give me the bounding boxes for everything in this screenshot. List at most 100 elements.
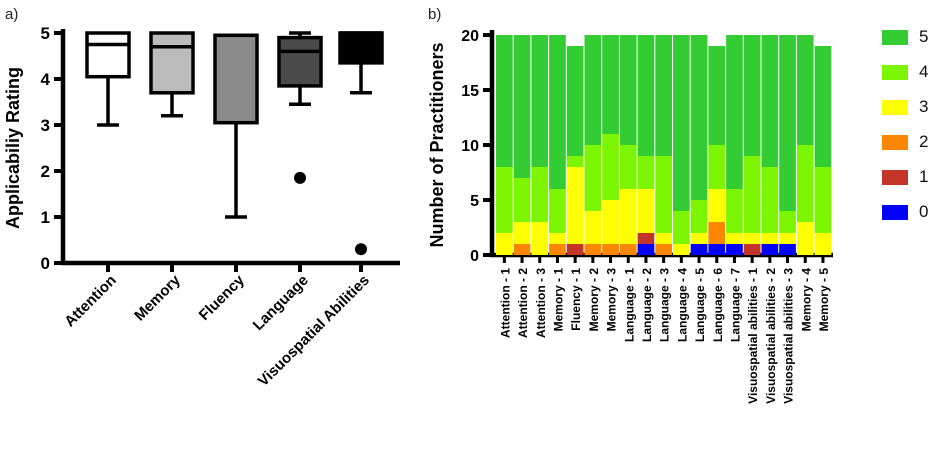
x-category-label: Language - 6 — [711, 268, 725, 342]
y-tick-label: 5 — [470, 193, 479, 210]
stacked-bar-chart: 0 5 10 15 20 Number of Practitioners Attention… — [427, 28, 833, 404]
x-category-label: Language — [250, 272, 312, 334]
bar-segment-rating-5 — [779, 35, 796, 211]
panel-b-letter: b) — [428, 6, 442, 23]
bar-segment-rating-4 — [779, 211, 796, 233]
bar-segment-rating-5 — [496, 35, 513, 167]
bar-segment-rating-3 — [708, 189, 726, 222]
outlier-point — [294, 171, 306, 184]
bar-segment-rating-5 — [531, 35, 549, 167]
bar-segment-rating-5 — [619, 35, 637, 145]
bar-segment-rating-3 — [743, 233, 761, 244]
y-tick-label: 2 — [41, 162, 50, 181]
bar-segment-rating-1 — [637, 233, 655, 244]
bar-segment-rating-0 — [708, 244, 726, 255]
bar-segment-rating-0 — [690, 244, 708, 255]
x-category-label: Memory - 3 — [605, 268, 619, 332]
legend-label: 1 — [919, 167, 929, 186]
x-category-label: Language - 3 — [658, 268, 672, 342]
box-memory — [149, 31, 195, 95]
panel-a-letter: a) — [5, 6, 19, 23]
x-category-label: Language - 5 — [693, 268, 707, 342]
bar-segment-rating-2 — [513, 244, 531, 255]
bar-segment-rating-2 — [602, 244, 619, 255]
bar-segment-rating-5 — [549, 35, 566, 189]
x-category-label: Language - 4 — [675, 268, 689, 342]
bar-segment-rating-4 — [566, 156, 584, 167]
bar-segment-rating-4 — [796, 145, 814, 222]
bar-segment-rating-5 — [796, 35, 814, 145]
legend-item-4: 4 — [882, 62, 928, 82]
bar-segment-rating-4 — [619, 145, 637, 189]
legend-item-1: 1 — [882, 167, 928, 187]
bar-segment-rating-3 — [637, 189, 655, 233]
x-category-label: Visuospatial Abilities — [255, 272, 373, 390]
bar-segment-rating-3 — [673, 244, 690, 255]
x-category-label: Language - 7 — [728, 268, 742, 342]
y-tick-label: 0 — [41, 254, 50, 273]
bar-segment-rating-3 — [761, 233, 779, 244]
bar-segment-rating-5 — [726, 35, 743, 189]
outlier-point — [355, 243, 367, 256]
bar-segment-rating-3 — [814, 233, 832, 255]
bar-segment-rating-4 — [513, 178, 531, 222]
bar-segment-rating-5 — [743, 35, 761, 156]
bar-segment-rating-5 — [690, 35, 708, 200]
x-category-label: Attention - 2 — [516, 268, 530, 338]
bar-segment-rating-5 — [655, 35, 672, 156]
x-category-label: Language - 2 — [640, 268, 654, 342]
bar-segment-rating-4 — [637, 156, 655, 189]
x-category-label: Visuospatial abilities - 1 — [746, 268, 760, 404]
legend-item-0: 0 — [882, 202, 928, 222]
legend-item-2: 2 — [882, 132, 928, 152]
bar-segment-rating-5 — [584, 35, 602, 145]
bar-segment-rating-0 — [637, 244, 655, 255]
bar-segment-rating-3 — [796, 222, 814, 255]
x-category-label: Memory - 5 — [817, 268, 831, 332]
legend-swatch — [882, 169, 908, 185]
legend-label: 0 — [919, 202, 929, 221]
x-category-label: Attention - 1 — [498, 268, 512, 338]
bar-segment-rating-5 — [513, 35, 531, 178]
bar-segment-rating-3 — [549, 233, 566, 244]
bar-segment-rating-2 — [619, 244, 637, 255]
bar-segment-rating-4 — [743, 156, 761, 233]
x-category-label: Attention - 3 — [534, 268, 548, 338]
bar-segment-rating-5 — [602, 35, 619, 134]
panel-a-ylabel: Applicabiliy Rating — [3, 67, 23, 229]
bar-segment-rating-4 — [814, 167, 832, 233]
bar-segment-rating-4 — [584, 145, 602, 211]
x-category-label: Fluency - 1 — [569, 268, 583, 331]
bar-segment-rating-4 — [690, 200, 708, 233]
y-tick-label: 3 — [41, 116, 50, 135]
boxplot-chart: 0 1 2 3 4 5 Applicabiliy Rating Attention Memory… — [3, 24, 400, 390]
rating-legend: 5 4 3 2 1 0 — [882, 27, 928, 222]
legend-label: 3 — [919, 97, 929, 116]
box-attention — [85, 31, 131, 79]
bar-segment-rating-5 — [814, 46, 832, 167]
legend-item-5: 5 — [882, 27, 928, 47]
bar-segment-rating-3 — [566, 167, 584, 244]
legend-swatch — [882, 204, 908, 220]
legend-swatch — [882, 134, 908, 150]
bar-segment-rating-3 — [496, 233, 513, 255]
y-tick-label: 4 — [41, 70, 51, 89]
bar-segment-rating-4 — [673, 211, 690, 244]
x-category-label: Language - 1 — [622, 268, 636, 342]
x-category-label: Visuospatial abilities - 2 — [764, 268, 778, 404]
y-tick-label: 1 — [41, 208, 50, 227]
bar-segment-rating-4 — [726, 189, 743, 233]
y-tick-label: 5 — [41, 24, 50, 43]
legend-swatch — [882, 99, 908, 115]
bar-segment-rating-3 — [619, 189, 637, 244]
bar-segment-rating-4 — [655, 156, 672, 233]
bar-segment-rating-3 — [726, 233, 743, 244]
bar-segment-rating-5 — [566, 46, 584, 156]
y-tick-label: 15 — [461, 83, 479, 100]
x-category-label: Attention — [61, 272, 120, 331]
box-fluency — [213, 33, 259, 125]
bar-segment-rating-4 — [761, 167, 779, 233]
legend-label: 5 — [919, 27, 929, 46]
x-category-label: Memory - 4 — [799, 268, 813, 332]
